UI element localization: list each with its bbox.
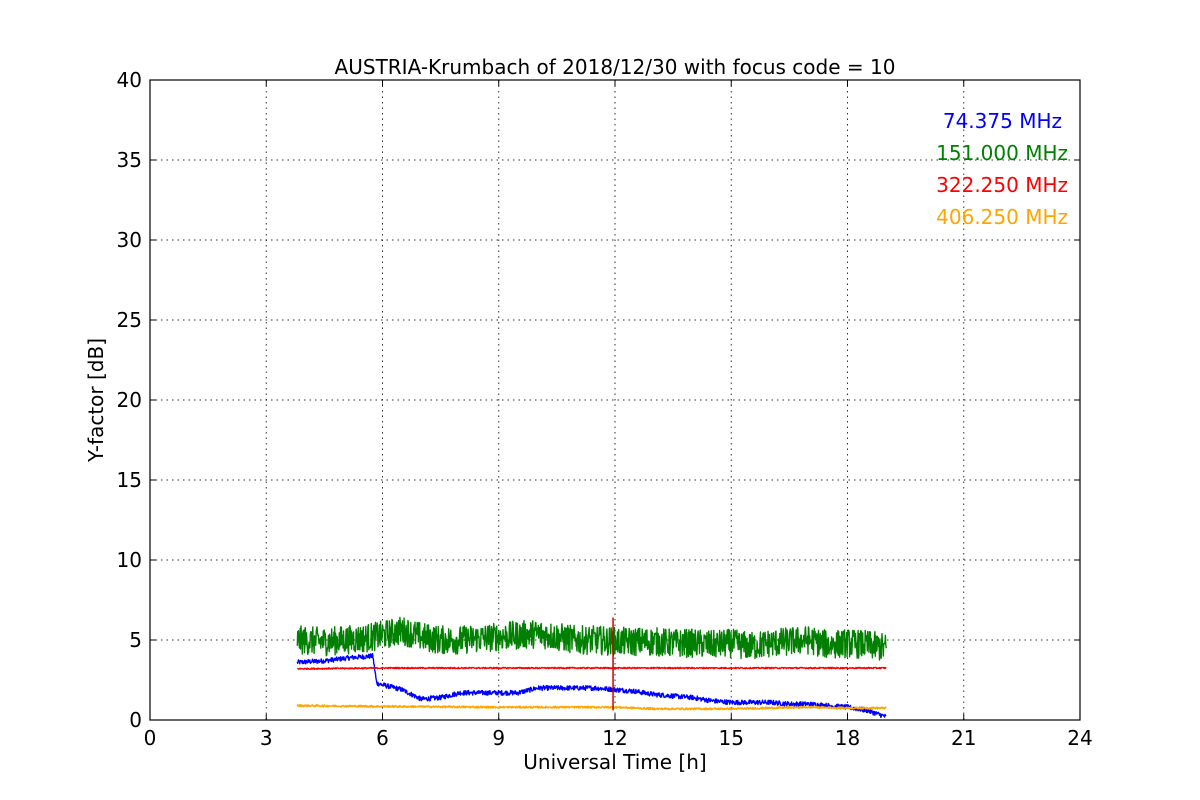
x-tick-label: 15: [719, 726, 744, 750]
x-tick-label: 3: [260, 726, 273, 750]
series-line-4: [296, 704, 887, 711]
y-tick-label: 10: [117, 548, 142, 572]
x-tick-label: 21: [951, 726, 976, 750]
x-tick-label: 0: [144, 726, 157, 750]
x-tick-label: 18: [835, 726, 860, 750]
y-tick-label: 30: [117, 228, 142, 252]
series-line-1: [296, 653, 887, 718]
x-tick-label: 12: [602, 726, 627, 750]
legend-entry-322-250: 322.250 MHz: [936, 173, 1068, 197]
x-axis-title: Universal Time [h]: [523, 750, 706, 774]
y-tick-label: 0: [129, 708, 142, 732]
y-tick-label: 25: [117, 308, 142, 332]
legend-entry-74-375: 74.375 MHz: [943, 109, 1062, 133]
y-axis-title: Y-factor [dB]: [84, 338, 108, 463]
series-line-3: [297, 666, 887, 670]
series-layer: [296, 616, 887, 718]
y-tick-label: 15: [117, 468, 142, 492]
y-tick-label: 20: [117, 388, 142, 412]
x-tick-label: 9: [492, 726, 505, 750]
y-tick-label: 5: [129, 628, 142, 652]
legend-entry-151-000: 151.000 MHz: [936, 141, 1068, 165]
x-tick-label: 6: [376, 726, 389, 750]
legend-entry-406-250: 406.250 MHz: [936, 205, 1068, 229]
series-line-2: [296, 616, 887, 661]
y-tick-label: 40: [117, 68, 142, 92]
legend: 74.375 MHz 151.000 MHz 322.250 MHz 406.2…: [936, 109, 1068, 229]
y-tick-label: 35: [117, 148, 142, 172]
x-tick-label: 24: [1067, 726, 1092, 750]
ticks: 0 3 6 9 12 15 18 21 24 0 5 10 15 20 25 30 35 40: [117, 68, 1093, 750]
chart-title: AUSTRIA-Krumbach of 2018/12/30 with focu…: [335, 55, 896, 79]
